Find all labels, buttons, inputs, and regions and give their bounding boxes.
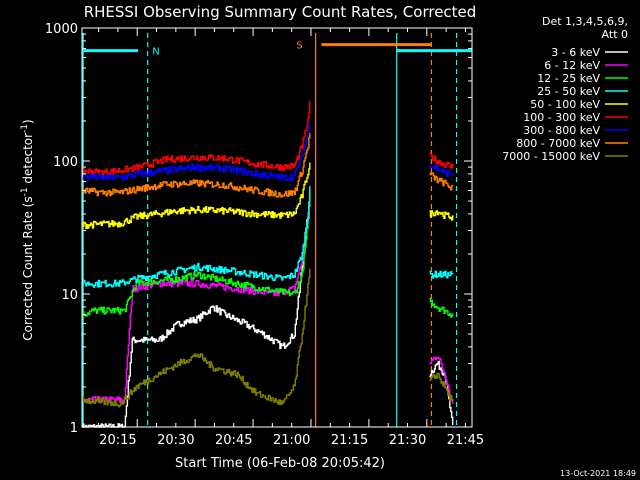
legend-label-4: 50 - 100 keV <box>530 98 600 111</box>
series-8-segment-0 <box>82 268 311 408</box>
y-tick-label-1: 10 <box>61 288 78 303</box>
series-7-segment-0 <box>82 133 311 198</box>
x-tick-label-6: 21:45 <box>447 433 484 448</box>
legend-label-2: 12 - 25 keV <box>537 72 600 85</box>
series-4-segment-0 <box>82 162 311 230</box>
footer-date: 13-Oct-2021 18:49 <box>560 469 636 478</box>
series-5-segment-1 <box>429 151 454 169</box>
series-5-segment-0 <box>82 100 311 177</box>
legend-label-7: 800 - 7000 keV <box>516 137 600 150</box>
legend-header-line2: Att 0 <box>602 28 628 41</box>
x-tick-label-5: 21:30 <box>389 433 426 448</box>
legend-header-line1: Det 1,3,4,5,6,9, <box>542 15 628 28</box>
series-1-segment-1 <box>429 356 454 404</box>
x-tick-label-3: 21:00 <box>273 433 310 448</box>
series-3-segment-0 <box>82 186 311 288</box>
series-2-segment-1 <box>429 297 454 318</box>
legend-label-8: 7000 - 15000 keV <box>502 150 600 163</box>
night-label: N <box>152 47 159 58</box>
series-6-segment-1 <box>429 164 454 177</box>
legend-label-5: 100 - 300 keV <box>523 111 600 124</box>
y-tick-label-3: 1000 <box>45 22 78 37</box>
series-3-segment-1 <box>429 270 454 279</box>
y-axis-label: Corrected Count Rate (s-1 detector-1) <box>20 119 35 340</box>
series-lines <box>82 100 454 428</box>
x-tick-label-2: 20:45 <box>215 433 252 448</box>
series-6-segment-0 <box>82 124 311 181</box>
series-0-segment-0 <box>82 201 311 428</box>
legend-label-1: 6 - 12 keV <box>544 59 600 72</box>
observing-bands: NS <box>82 33 472 427</box>
x-tick-label-0: 20:15 <box>99 433 136 448</box>
series-0-segment-1 <box>429 360 454 425</box>
x-axis: 20:15 20:30 20:45 21:00 21:15 21:30 21:45 <box>98 28 484 448</box>
legend-label-6: 300 - 800 keV <box>523 124 600 137</box>
legend-label-3: 25 - 50 keV <box>537 85 600 98</box>
y-tick-label-2: 100 <box>53 155 78 170</box>
series-8-segment-1 <box>429 372 454 402</box>
saa-label: S <box>296 41 302 52</box>
legend-label-0: 3 - 6 keV <box>551 46 600 59</box>
series-7-segment-1 <box>429 172 454 191</box>
x-tick-label-1: 20:30 <box>157 433 194 448</box>
x-axis-label: Start Time (06-Feb-08 20:05:42) <box>175 456 385 471</box>
y-tick-label-0: 1 <box>70 421 78 436</box>
y-axis: 1 10 100 1000 <box>45 22 472 436</box>
chart-title: RHESSI Observing Summary Count Rates, Co… <box>84 3 477 21</box>
plot-frame <box>81 27 473 428</box>
series-2-segment-0 <box>82 193 311 319</box>
series-4-segment-1 <box>429 210 454 221</box>
x-tick-label-4: 21:15 <box>331 433 368 448</box>
